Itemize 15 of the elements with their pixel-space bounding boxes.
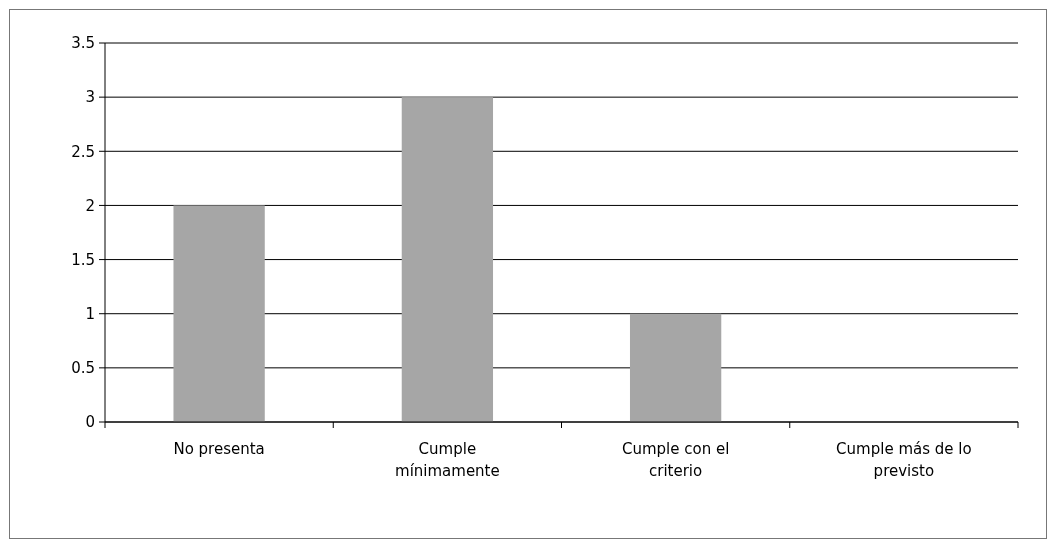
y-tick-label: 1	[85, 304, 95, 323]
x-tick-label: No presenta	[173, 440, 265, 458]
y-tick-label: 2	[85, 196, 95, 215]
y-tick-label: 3.5	[71, 34, 95, 53]
x-tick-label: Cumple con el criterio	[621, 440, 730, 480]
y-tick-label: 1.5	[71, 250, 95, 269]
y-tick-label: 2.5	[71, 142, 95, 161]
bar	[173, 205, 265, 422]
y-tick-label: 3	[85, 88, 95, 107]
y-tick-label: 0	[85, 413, 95, 432]
y-tick-label: 0.5	[71, 359, 95, 378]
bar	[629, 313, 722, 422]
x-tick-label: Cumple mínimamente	[395, 440, 500, 480]
bar	[401, 97, 494, 422]
x-tick-label: Cumple más de lo previsto	[836, 440, 972, 480]
